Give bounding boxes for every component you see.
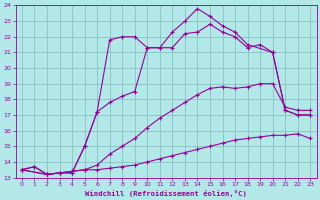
X-axis label: Windchill (Refroidissement éolien,°C): Windchill (Refroidissement éolien,°C) [85,190,247,197]
